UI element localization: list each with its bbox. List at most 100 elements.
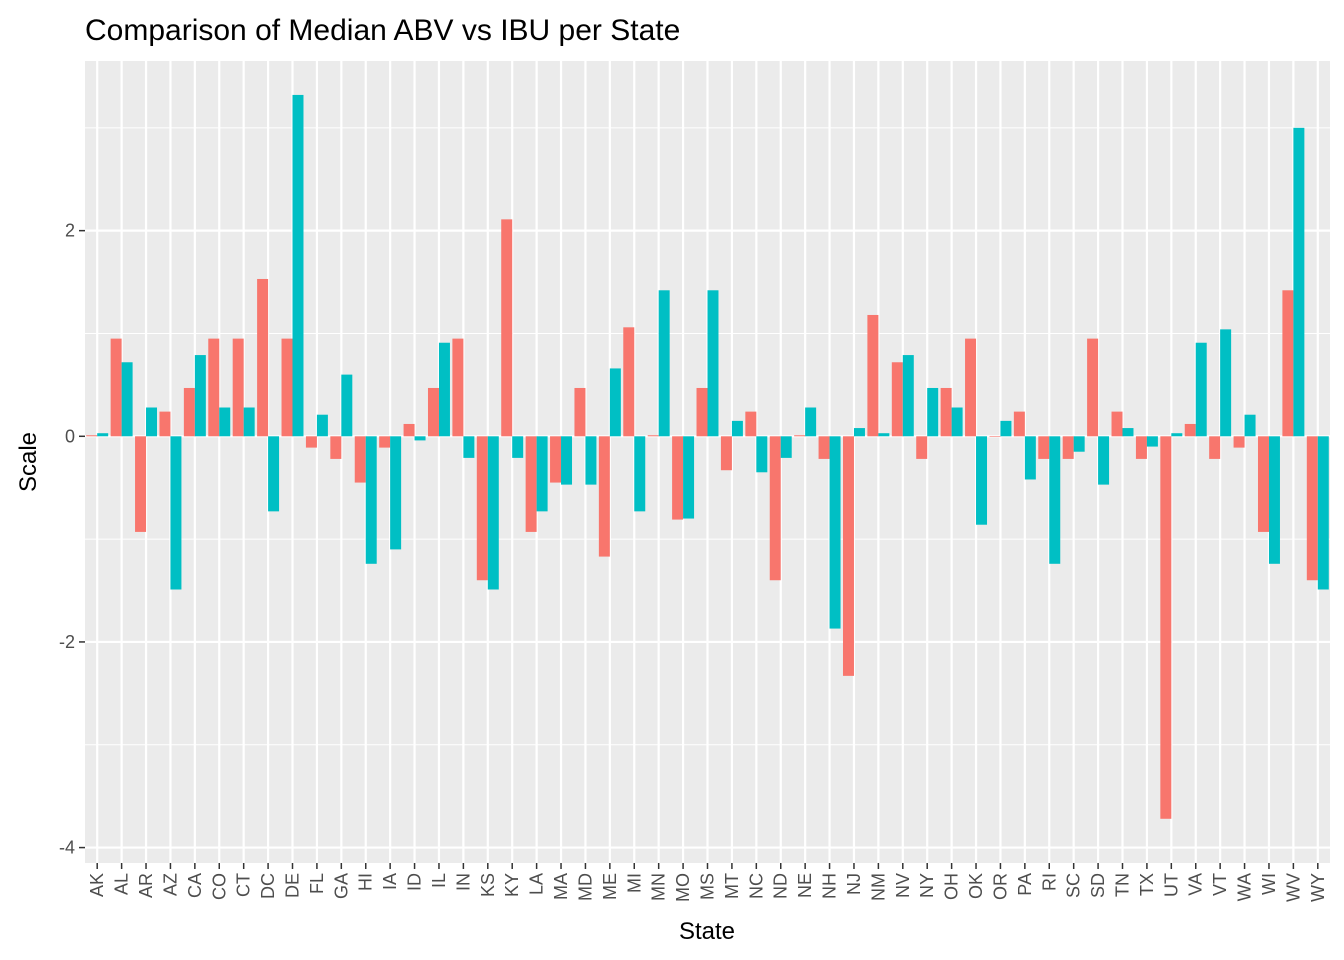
bar-series-2-nm: [878, 433, 890, 437]
x-tick-label: VA: [1186, 873, 1206, 896]
bar-series-2-id: [414, 436, 426, 441]
bar-series-1-ma: [550, 436, 562, 483]
bar-series-1-wv: [1282, 290, 1294, 437]
x-tick-label: NM: [868, 873, 888, 901]
bar-series-1-in: [452, 338, 464, 437]
x-tick-label: AZ: [160, 873, 180, 896]
x-tick-label: VT: [1210, 873, 1230, 896]
bar-series-1-mo: [672, 436, 684, 520]
bar-series-2-ms: [707, 290, 719, 437]
bar-series-2-co: [219, 407, 231, 437]
bar-series-1-oh: [940, 387, 952, 437]
bar-series-2-ks: [487, 436, 499, 590]
bar-series-2-tx: [1146, 436, 1158, 447]
x-tick-label: IL: [429, 873, 449, 888]
x-tick-label: OK: [966, 873, 986, 899]
bar-series-2-ky: [512, 436, 524, 458]
bar-series-1-mi: [623, 327, 635, 437]
bar-series-1-nd: [769, 436, 781, 581]
bar-series-2-tn: [1122, 428, 1134, 437]
x-tick-label: OH: [942, 873, 962, 900]
x-tick-label: SD: [1088, 873, 1108, 898]
x-tick-label: IA: [380, 873, 400, 890]
bar-series-1-de: [281, 338, 293, 437]
bar-series-1-ca: [183, 387, 195, 437]
bar-series-2-ne: [805, 407, 817, 437]
x-tick-label: AK: [87, 873, 107, 897]
bar-series-2-wv: [1293, 127, 1305, 437]
bar-series-1-or: [989, 436, 1001, 437]
x-tick-label: TN: [1113, 873, 1133, 897]
bar-series-2-la: [536, 436, 548, 512]
bar-series-2-mn: [658, 290, 670, 437]
x-tick-label: DE: [283, 873, 303, 898]
bar-series-2-va: [1195, 342, 1207, 437]
bar-series-2-nh: [829, 436, 841, 629]
bar-series-2-wy: [1317, 436, 1329, 590]
x-tick-label: WY: [1308, 873, 1328, 902]
bar-series-2-sd: [1098, 436, 1110, 485]
bar-series-1-ia: [379, 436, 391, 448]
bar-series-2-or: [1000, 420, 1012, 437]
x-tick-label: MD: [575, 873, 595, 901]
y-tick-label: -4: [59, 838, 75, 858]
bar-series-1-az: [159, 411, 171, 437]
x-tick-label: LA: [527, 873, 547, 895]
bar-series-2-ok: [976, 436, 988, 525]
bar-series-1-ga: [330, 436, 342, 459]
x-tick-label: FL: [307, 873, 327, 894]
bar-series-1-ak: [86, 435, 98, 437]
x-tick-label: MT: [722, 873, 742, 899]
x-tick-label: CA: [185, 873, 205, 898]
bar-series-2-hi: [365, 436, 377, 564]
bar-series-1-nh: [818, 436, 830, 459]
x-axis: AK AL AR AZ CA CO CT DC DE FL GA HI IA ID IL IN KS KY LA MA…: [87, 863, 1328, 902]
bar-series-1-id: [403, 423, 415, 437]
bar-series-2-nv: [902, 355, 914, 437]
bar-series-2-mo: [683, 436, 695, 519]
bar-series-2-fl: [316, 414, 328, 437]
x-tick-label: NJ: [844, 873, 864, 895]
x-tick-label: IN: [453, 873, 473, 891]
bar-series-2-nj: [853, 428, 865, 437]
bar-series-1-hi: [354, 436, 366, 483]
bar-series-2-md: [585, 436, 597, 485]
bar-series-1-mn: [647, 435, 659, 437]
bar-series-1-me: [598, 436, 610, 557]
x-tick-label: NC: [746, 873, 766, 899]
y-tick-label: 0: [65, 426, 75, 446]
bar-series-2-dc: [268, 436, 280, 512]
chart-title: Comparison of Median ABV vs IBU per Stat…: [85, 14, 680, 47]
bar-series-1-ms: [696, 387, 708, 437]
x-tick-label: CT: [234, 873, 254, 897]
x-tick-label: HI: [356, 873, 376, 891]
x-tick-label: MN: [649, 873, 669, 901]
x-tick-label: KY: [502, 873, 522, 897]
bar-series-2-ar: [146, 407, 158, 437]
bar-series-1-il: [427, 387, 439, 437]
bar-series-2-in: [463, 436, 475, 458]
x-tick-label: SC: [1064, 873, 1084, 898]
bar-series-1-tx: [1135, 436, 1147, 459]
bar-series-1-ne: [794, 435, 806, 437]
x-tick-label: AR: [136, 873, 156, 898]
x-tick-label: UT: [1161, 873, 1181, 897]
bar-series-2-oh: [951, 407, 963, 437]
x-tick-label: RI: [1039, 873, 1059, 891]
x-tick-label: AL: [112, 873, 132, 895]
bar-series-2-ri: [1049, 436, 1061, 564]
bar-series-1-nv: [891, 362, 903, 437]
bar-series-2-me: [609, 368, 621, 437]
x-tick-label: ND: [771, 873, 791, 899]
x-tick-label: WA: [1235, 873, 1255, 901]
x-tick-label: NV: [893, 873, 913, 898]
bar-series-2-nc: [756, 436, 768, 473]
bar-series-1-tn: [1111, 411, 1123, 437]
y-axis-title: Scale: [15, 432, 42, 492]
bar-series-1-ny: [916, 436, 928, 459]
x-tick-label: PA: [1015, 873, 1035, 896]
bar-series-2-ut: [1171, 433, 1183, 437]
bar-series-1-co: [208, 338, 220, 437]
bar-series-1-la: [525, 436, 537, 532]
